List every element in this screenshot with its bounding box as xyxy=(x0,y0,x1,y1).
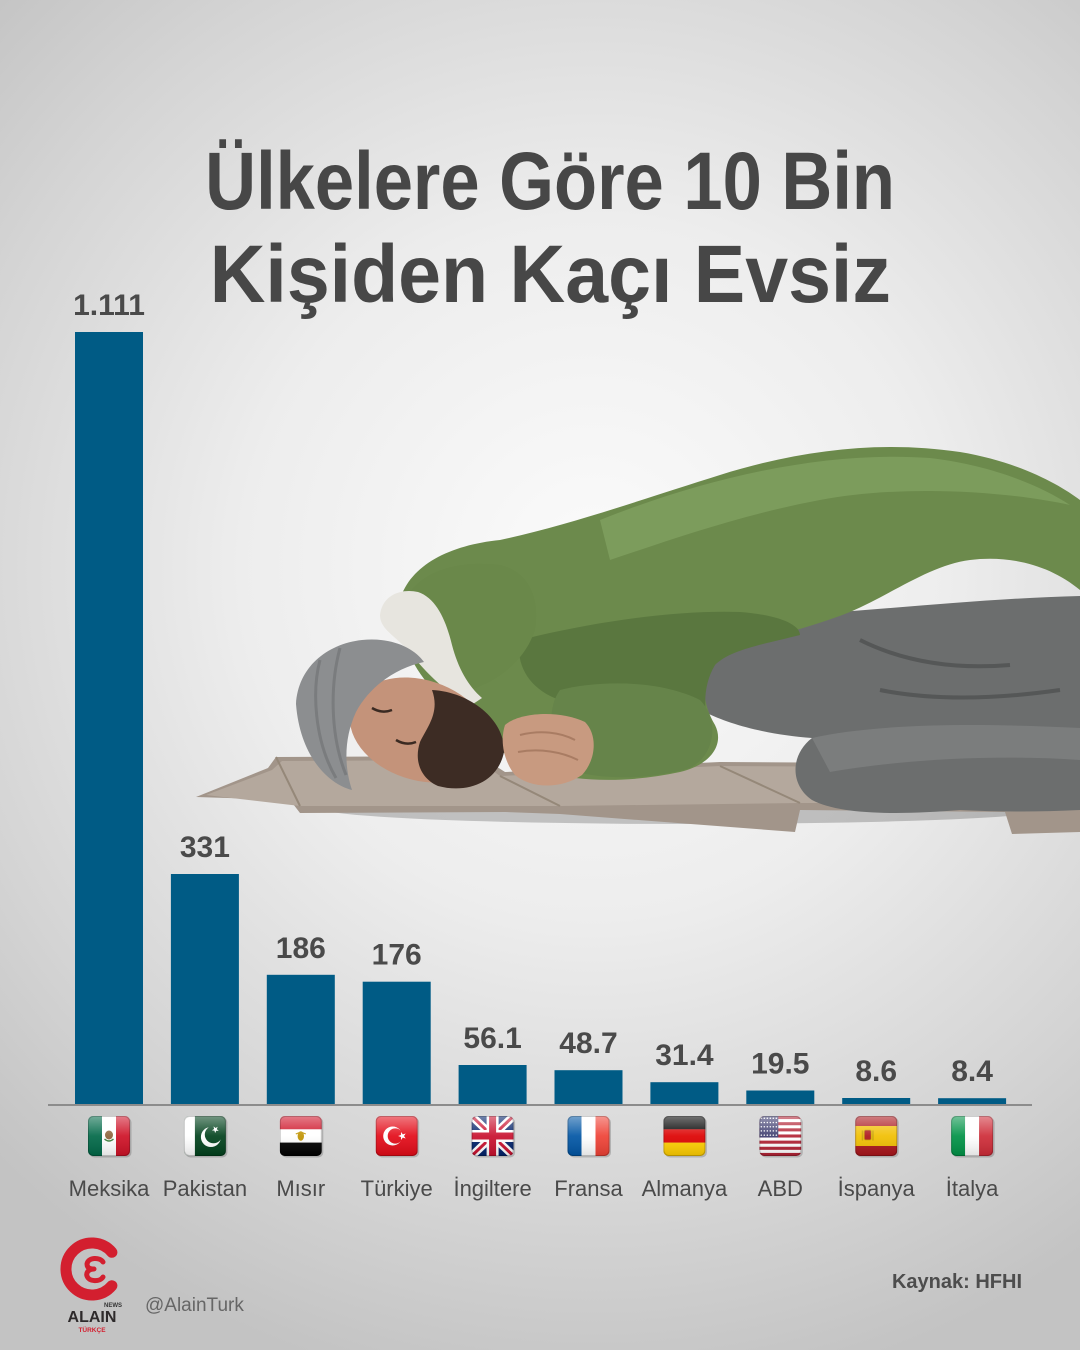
closed-eyes xyxy=(371,706,417,745)
value-label: 1.111 xyxy=(73,289,145,322)
chart-title-text-1: Ülkelere Göre 10 Bin xyxy=(205,136,895,227)
pants xyxy=(690,596,1080,813)
flag-spain-icon xyxy=(855,1116,898,1156)
beanie xyxy=(296,639,424,790)
chart-title-text-2: Kişiden Kaçı Evsiz xyxy=(209,229,891,320)
bar xyxy=(554,1070,623,1104)
flag-turkey-icon xyxy=(375,1116,418,1156)
social-handle: @AlainTurk xyxy=(145,1295,244,1316)
brand-name: ALAIN xyxy=(67,1309,117,1326)
bar xyxy=(938,1098,1007,1104)
source-note: Kaynak: HFHI xyxy=(891,1271,1022,1293)
chart-title-line-2: Kişiden Kaçı Evsiz xyxy=(20,234,1080,316)
bar xyxy=(746,1090,815,1104)
category-label: İngiltere xyxy=(453,1176,531,1201)
flag-italy-icon xyxy=(951,1116,994,1156)
value-label: 186 xyxy=(276,932,326,965)
category-label: İtalya xyxy=(946,1176,999,1201)
bar xyxy=(458,1065,527,1104)
beard xyxy=(417,690,505,789)
jacket xyxy=(380,446,1080,780)
flag-egypt-icon xyxy=(279,1116,322,1156)
category-label: Türkiye xyxy=(361,1176,433,1201)
flag-pakistan-icon xyxy=(183,1116,226,1156)
head xyxy=(296,639,505,790)
category-label: Pakistan xyxy=(163,1176,247,1201)
flag-mexico-icon xyxy=(88,1116,130,1156)
category-label: Meksika xyxy=(69,1176,150,1201)
brand-tag: NEWS xyxy=(104,1303,122,1309)
bar xyxy=(650,1082,719,1104)
bar xyxy=(842,1098,911,1104)
bar xyxy=(170,874,239,1104)
flag-usa-icon xyxy=(759,1116,802,1156)
category-label: Almanya xyxy=(642,1176,728,1201)
value-label: 48.7 xyxy=(559,1027,617,1060)
value-label: 56.1 xyxy=(463,1022,521,1055)
value-label: 331 xyxy=(180,831,230,864)
bar xyxy=(75,332,143,1104)
chart-title-line-1: Ülkelere Göre 10 Bin xyxy=(20,141,1080,223)
brand-edition: TÜRKÇE xyxy=(78,1327,106,1334)
category-label: Fransa xyxy=(554,1176,623,1201)
alain-logo-icon xyxy=(60,1237,118,1301)
value-label: 8.6 xyxy=(855,1055,897,1088)
flag-uk-icon xyxy=(471,1116,514,1156)
bar xyxy=(362,981,431,1104)
value-label: 19.5 xyxy=(751,1048,809,1081)
value-label: 8.4 xyxy=(951,1055,993,1088)
hands xyxy=(502,714,594,786)
value-label: 176 xyxy=(372,939,422,972)
sleeping-person-illustration xyxy=(196,446,1080,834)
category-label: Mısır xyxy=(276,1176,325,1201)
category-label: İspanya xyxy=(838,1176,916,1201)
value-label: 31.4 xyxy=(655,1039,714,1072)
bar xyxy=(266,974,335,1104)
flag-germany-icon xyxy=(663,1116,706,1156)
category-label: ABD xyxy=(758,1176,803,1201)
flag-france-icon xyxy=(567,1116,610,1156)
